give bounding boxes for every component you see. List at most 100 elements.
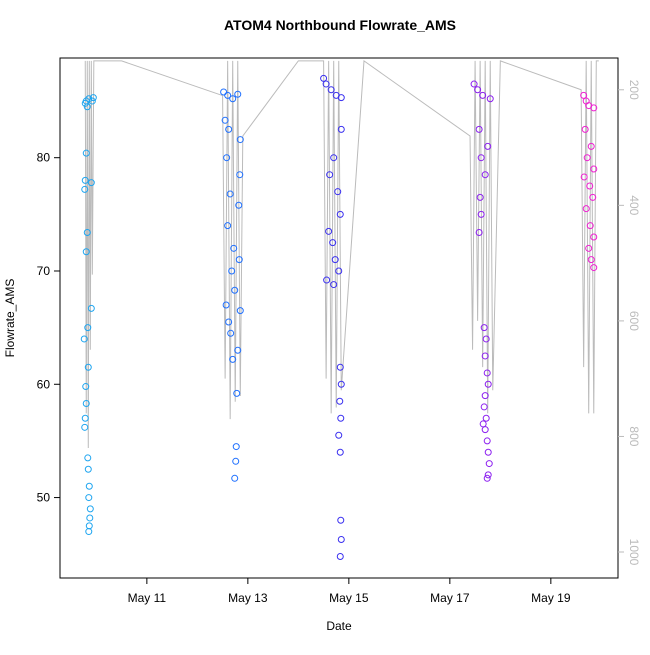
y-tick-label: 80 — [37, 151, 51, 165]
point — [226, 190, 234, 198]
point — [336, 363, 344, 371]
x-tick-label: May 15 — [329, 591, 369, 605]
point — [585, 244, 593, 252]
point — [484, 142, 492, 150]
point — [86, 505, 94, 513]
point — [87, 304, 95, 312]
plot-area — [80, 59, 599, 560]
point — [590, 264, 598, 272]
point — [229, 95, 237, 103]
point — [480, 324, 488, 332]
point — [485, 460, 493, 468]
point — [236, 171, 244, 179]
point — [323, 276, 331, 284]
point — [87, 179, 95, 187]
point — [477, 154, 485, 162]
point — [235, 256, 243, 264]
point — [481, 352, 489, 360]
point — [84, 363, 92, 371]
point — [482, 335, 490, 343]
point — [230, 244, 238, 252]
point — [229, 355, 237, 363]
point — [336, 552, 344, 560]
point — [81, 423, 89, 431]
point — [479, 420, 487, 428]
point — [581, 125, 589, 133]
point — [80, 335, 88, 343]
point — [86, 514, 94, 522]
point — [228, 267, 236, 275]
point — [330, 281, 338, 289]
point — [336, 210, 344, 218]
point — [337, 516, 345, 524]
point — [482, 414, 490, 422]
point — [322, 80, 330, 88]
point — [84, 454, 92, 462]
chart-title: ATOM4 Northbound Flowrate_AMS — [224, 17, 456, 33]
point — [583, 154, 591, 162]
point — [221, 116, 229, 124]
point — [225, 318, 233, 326]
y2-tick-label: 200 — [627, 80, 641, 100]
point — [220, 88, 228, 96]
point — [582, 205, 590, 213]
point — [329, 239, 337, 247]
x-tick-label: May 17 — [430, 591, 470, 605]
point — [85, 528, 93, 536]
point — [480, 403, 488, 411]
point — [327, 86, 335, 94]
point — [337, 414, 345, 422]
point — [470, 80, 478, 88]
point — [82, 383, 90, 391]
point — [481, 171, 489, 179]
point — [222, 301, 230, 309]
point — [587, 256, 595, 264]
y-tick-label: 60 — [37, 377, 51, 391]
point — [474, 86, 482, 94]
y-tick-label: 70 — [37, 264, 51, 278]
point — [483, 437, 491, 445]
point — [580, 173, 588, 181]
point — [231, 286, 239, 294]
point — [232, 443, 240, 451]
point — [335, 431, 343, 439]
point — [81, 185, 89, 193]
point — [231, 474, 239, 482]
point — [587, 142, 595, 150]
point — [475, 125, 483, 133]
point — [232, 457, 240, 465]
point — [483, 369, 491, 377]
y2-tick-label: 400 — [627, 195, 641, 215]
y2-tick-label: 1000 — [627, 539, 641, 566]
point — [486, 95, 494, 103]
point — [337, 535, 345, 543]
plot-frame — [59, 57, 619, 579]
point — [85, 522, 93, 530]
point — [85, 494, 93, 502]
y-axis-label: Flowrate_AMS — [3, 279, 17, 358]
x-tick-label: May 13 — [228, 591, 268, 605]
point — [85, 482, 93, 490]
line-series — [84, 59, 599, 449]
x-tick-label: May 11 — [128, 591, 167, 605]
point — [224, 91, 232, 99]
point — [234, 346, 242, 354]
point — [337, 94, 345, 102]
point — [484, 471, 492, 479]
point — [481, 392, 489, 400]
x-tick-label: May 19 — [531, 591, 571, 605]
point — [236, 307, 244, 315]
point — [326, 171, 334, 179]
point — [590, 165, 598, 173]
point — [320, 74, 328, 82]
point — [590, 233, 598, 241]
point — [475, 228, 483, 236]
point — [225, 125, 233, 133]
point — [331, 256, 339, 264]
point — [336, 448, 344, 456]
point — [236, 136, 244, 144]
point — [82, 248, 90, 256]
point — [83, 103, 91, 111]
